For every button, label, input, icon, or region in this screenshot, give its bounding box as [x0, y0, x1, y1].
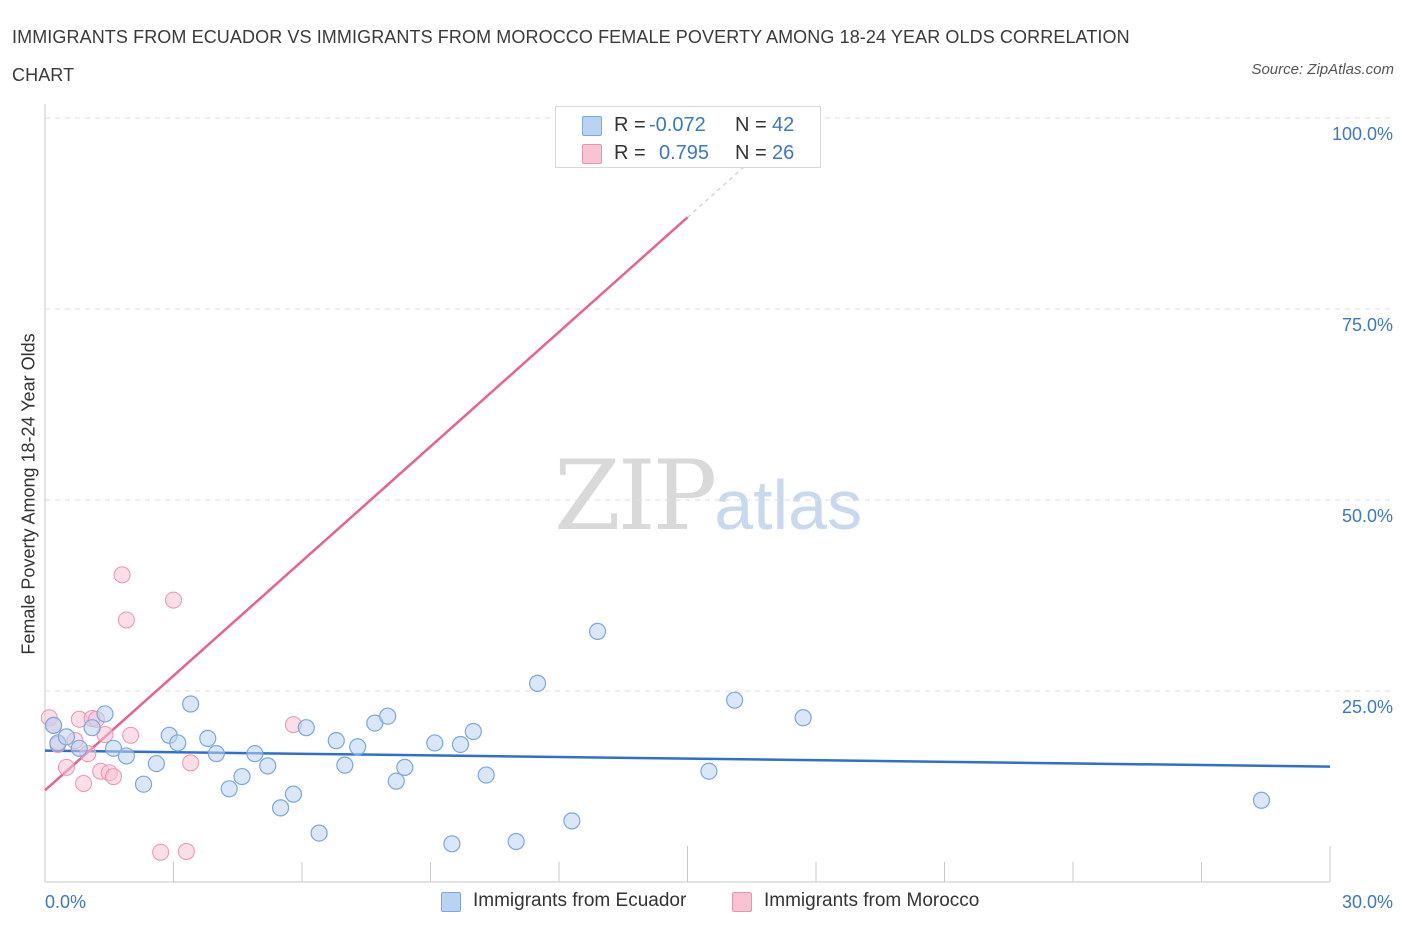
watermark: ZIPatlas [554, 440, 862, 552]
ecuador-point [284, 785, 303, 803]
tick-labels: 25.0% 50.0% 75.0% 100.0% 0.0% 30.0% [45, 124, 1393, 912]
ecuador-point [44, 716, 63, 734]
y-tick-label: 50.0% [1342, 506, 1393, 526]
ecuador-point [528, 674, 547, 692]
morocco-point [105, 768, 123, 786]
morocco-point [117, 611, 135, 629]
morocco-point [75, 774, 93, 792]
morocco-point [165, 591, 182, 609]
ecuador-point [96, 705, 114, 723]
r-value: -0.072 [649, 114, 706, 136]
ecuador-legend-swatch [441, 892, 461, 912]
ecuador-point [794, 709, 812, 727]
ecuador-point [134, 775, 153, 793]
n-label: N = [735, 142, 767, 164]
ecuador-point [426, 734, 444, 752]
ecuador-point [246, 745, 264, 763]
ecuador-point [379, 707, 397, 725]
ecuador-point [70, 739, 88, 757]
ecuador-point [207, 745, 225, 763]
ecuador-point [336, 756, 354, 774]
x-tick-label: 30.0% [1342, 892, 1393, 912]
ecuador-point [233, 767, 251, 786]
ecuador-point [220, 780, 238, 798]
morocco-point [57, 758, 75, 776]
source-label: Source: ZipAtlas.com [1251, 61, 1394, 78]
ecuador-point [297, 719, 315, 737]
ecuador-point [182, 695, 200, 713]
ecuador-point [327, 732, 345, 750]
morocco-point [113, 566, 131, 584]
ecuador-point [387, 772, 405, 790]
axes [44, 104, 1331, 883]
ecuador-point [588, 622, 607, 641]
ecuador-swatch [582, 116, 602, 136]
morocco-trend-line [44, 216, 689, 792]
trend-lines [44, 148, 1331, 792]
ecuador-point [83, 719, 101, 737]
y-tick-label: 100.0% [1332, 124, 1393, 144]
n-value: 26 [772, 142, 795, 164]
legend-row-ecuador: R = -0.072 N = 42 [556, 111, 820, 139]
correlation-legend: R = -0.072 N = 42 R = 0.795 N = 26 [555, 106, 821, 168]
ecuador-point [57, 728, 76, 746]
y-tick-label: 25.0% [1342, 697, 1393, 717]
data-points [40, 109, 1271, 861]
morocco-point [152, 843, 170, 861]
y-tick-label: 75.0% [1342, 315, 1393, 335]
morocco-swatch [582, 144, 602, 164]
watermark-atlas: atlas [714, 466, 863, 544]
ecuador-point [726, 691, 744, 709]
r-label: R = [614, 114, 646, 136]
ecuador-point [1252, 791, 1271, 809]
ecuador-point [700, 762, 718, 780]
r-value: 0.795 [659, 142, 710, 164]
morocco-point [122, 726, 140, 744]
ecuador-point [199, 729, 217, 747]
morocco-point [177, 842, 195, 860]
ecuador-point [443, 835, 461, 853]
ecuador-point [104, 739, 123, 757]
x-tick-label: 0.0% [45, 892, 86, 912]
ecuador-point [271, 799, 290, 817]
ecuador-point [477, 766, 495, 784]
ecuador-point [396, 758, 414, 777]
ecuador-point [507, 832, 525, 851]
ecuador-point [451, 735, 470, 754]
r-label: R = [614, 142, 646, 164]
legend-row-morocco: R = 0.795 N = 26 [556, 139, 820, 167]
ecuador-point [349, 738, 367, 756]
ecuador-point [310, 824, 328, 842]
morocco-legend-label: Immigrants from Morocco [764, 890, 980, 911]
morocco-legend-swatch [732, 892, 752, 912]
grid-lines [45, 117, 1392, 692]
ecuador-trend-line [44, 749, 1331, 768]
ecuador-point [147, 754, 165, 773]
ecuador-point [563, 812, 581, 830]
chart-title: IMMIGRANTS FROM ECUADOR VS IMMIGRANTS FR… [12, 27, 1130, 85]
ecuador-point [169, 734, 187, 752]
ecuador-point [259, 757, 277, 775]
n-value: 42 [772, 114, 795, 136]
n-label: N = [735, 114, 767, 136]
morocco-trend-extension [687, 148, 765, 218]
watermark-zip: ZIP [554, 440, 717, 552]
ecuador-legend-label: Immigrants from Ecuador [473, 890, 687, 911]
morocco-point [182, 754, 200, 772]
ecuador-point [117, 747, 135, 765]
ecuador-point [464, 722, 482, 741]
